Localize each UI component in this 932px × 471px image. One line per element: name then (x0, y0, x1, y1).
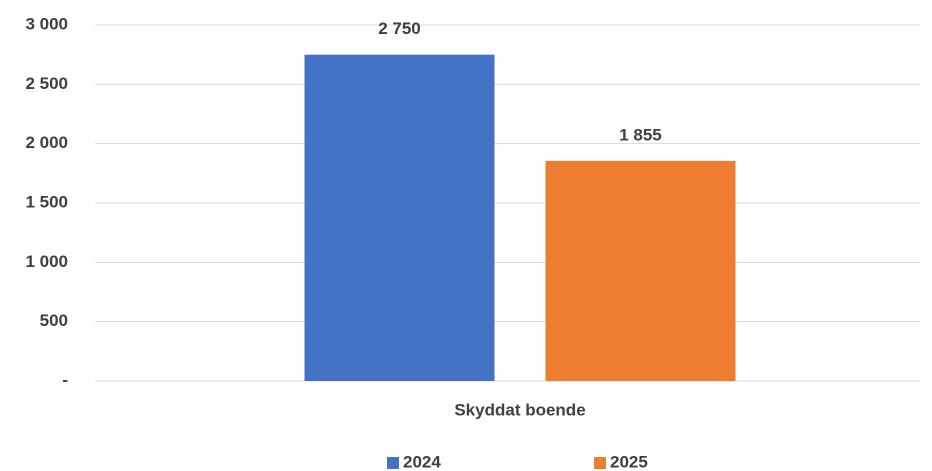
bar (545, 160, 736, 381)
value-label: 2 750 (378, 19, 421, 38)
y-tick-label: 2 000 (25, 133, 68, 152)
value-label: 1 855 (619, 125, 662, 144)
legend-label: 2024 (403, 452, 441, 471)
legend-swatch (594, 457, 606, 469)
bar (304, 54, 495, 382)
y-tick-label: 2 500 (25, 74, 68, 93)
legend-label: 2025 (610, 452, 648, 471)
y-tick-label: 1 000 (25, 252, 68, 271)
y-tick-label: 3 000 (25, 14, 68, 33)
y-tick-label: - (62, 370, 68, 389)
y-tick-label: 500 (40, 311, 68, 330)
y-tick-label: 1 500 (25, 192, 68, 211)
legend-swatch (387, 457, 399, 469)
x-tick-label: Skyddat boende (454, 400, 585, 419)
